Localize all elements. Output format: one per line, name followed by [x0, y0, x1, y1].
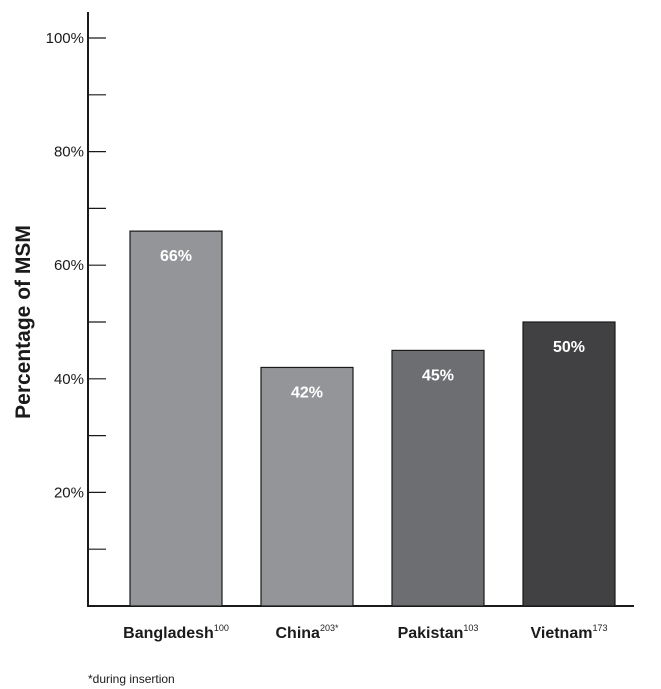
y-axis-ticks: 20% 40% 60% 80% 100% — [46, 30, 106, 550]
y-tick-label-20: 20% — [54, 484, 84, 501]
bar-value-label-bangladesh: 66% — [160, 248, 192, 265]
category-superscript: 100 — [214, 623, 229, 633]
bar-value-label-vietnam: 50% — [553, 339, 585, 356]
y-tick-label-60: 60% — [54, 257, 84, 274]
bar-bangladesh — [129, 230, 223, 607]
y-tick-label-80: 80% — [54, 144, 84, 161]
category-name: Bangladesh — [123, 625, 214, 642]
category-label-pakistan: Pakistan103 — [398, 623, 479, 642]
category-label-china: China203* — [276, 623, 339, 642]
category-superscript: 103 — [463, 623, 478, 633]
footnote: *during insertion — [88, 672, 175, 686]
category-label-bangladesh: Bangladesh100 — [123, 623, 229, 642]
bar-value-label-china: 42% — [291, 384, 323, 401]
bars: 66% 42% 45% 50% — [129, 230, 616, 607]
bar-value-label-pakistan: 45% — [422, 367, 454, 384]
category-name: Vietnam — [531, 625, 593, 642]
y-tick-label-40: 40% — [54, 371, 84, 388]
category-superscript: 203* — [320, 623, 339, 633]
category-superscript: 173 — [592, 623, 607, 633]
category-name: Pakistan — [398, 625, 464, 642]
bar-china — [260, 366, 354, 607]
category-label-vietnam: Vietnam173 — [531, 623, 608, 642]
category-name: China — [276, 625, 321, 642]
y-tick-label-100: 100% — [46, 30, 84, 47]
bar-pakistan — [391, 349, 485, 607]
y-axis-label: Percentage of MSM — [12, 225, 35, 419]
category-labels: Bangladesh100 China203* Pakistan103 Vietnam… — [123, 623, 607, 642]
bar-vietnam — [522, 321, 616, 607]
